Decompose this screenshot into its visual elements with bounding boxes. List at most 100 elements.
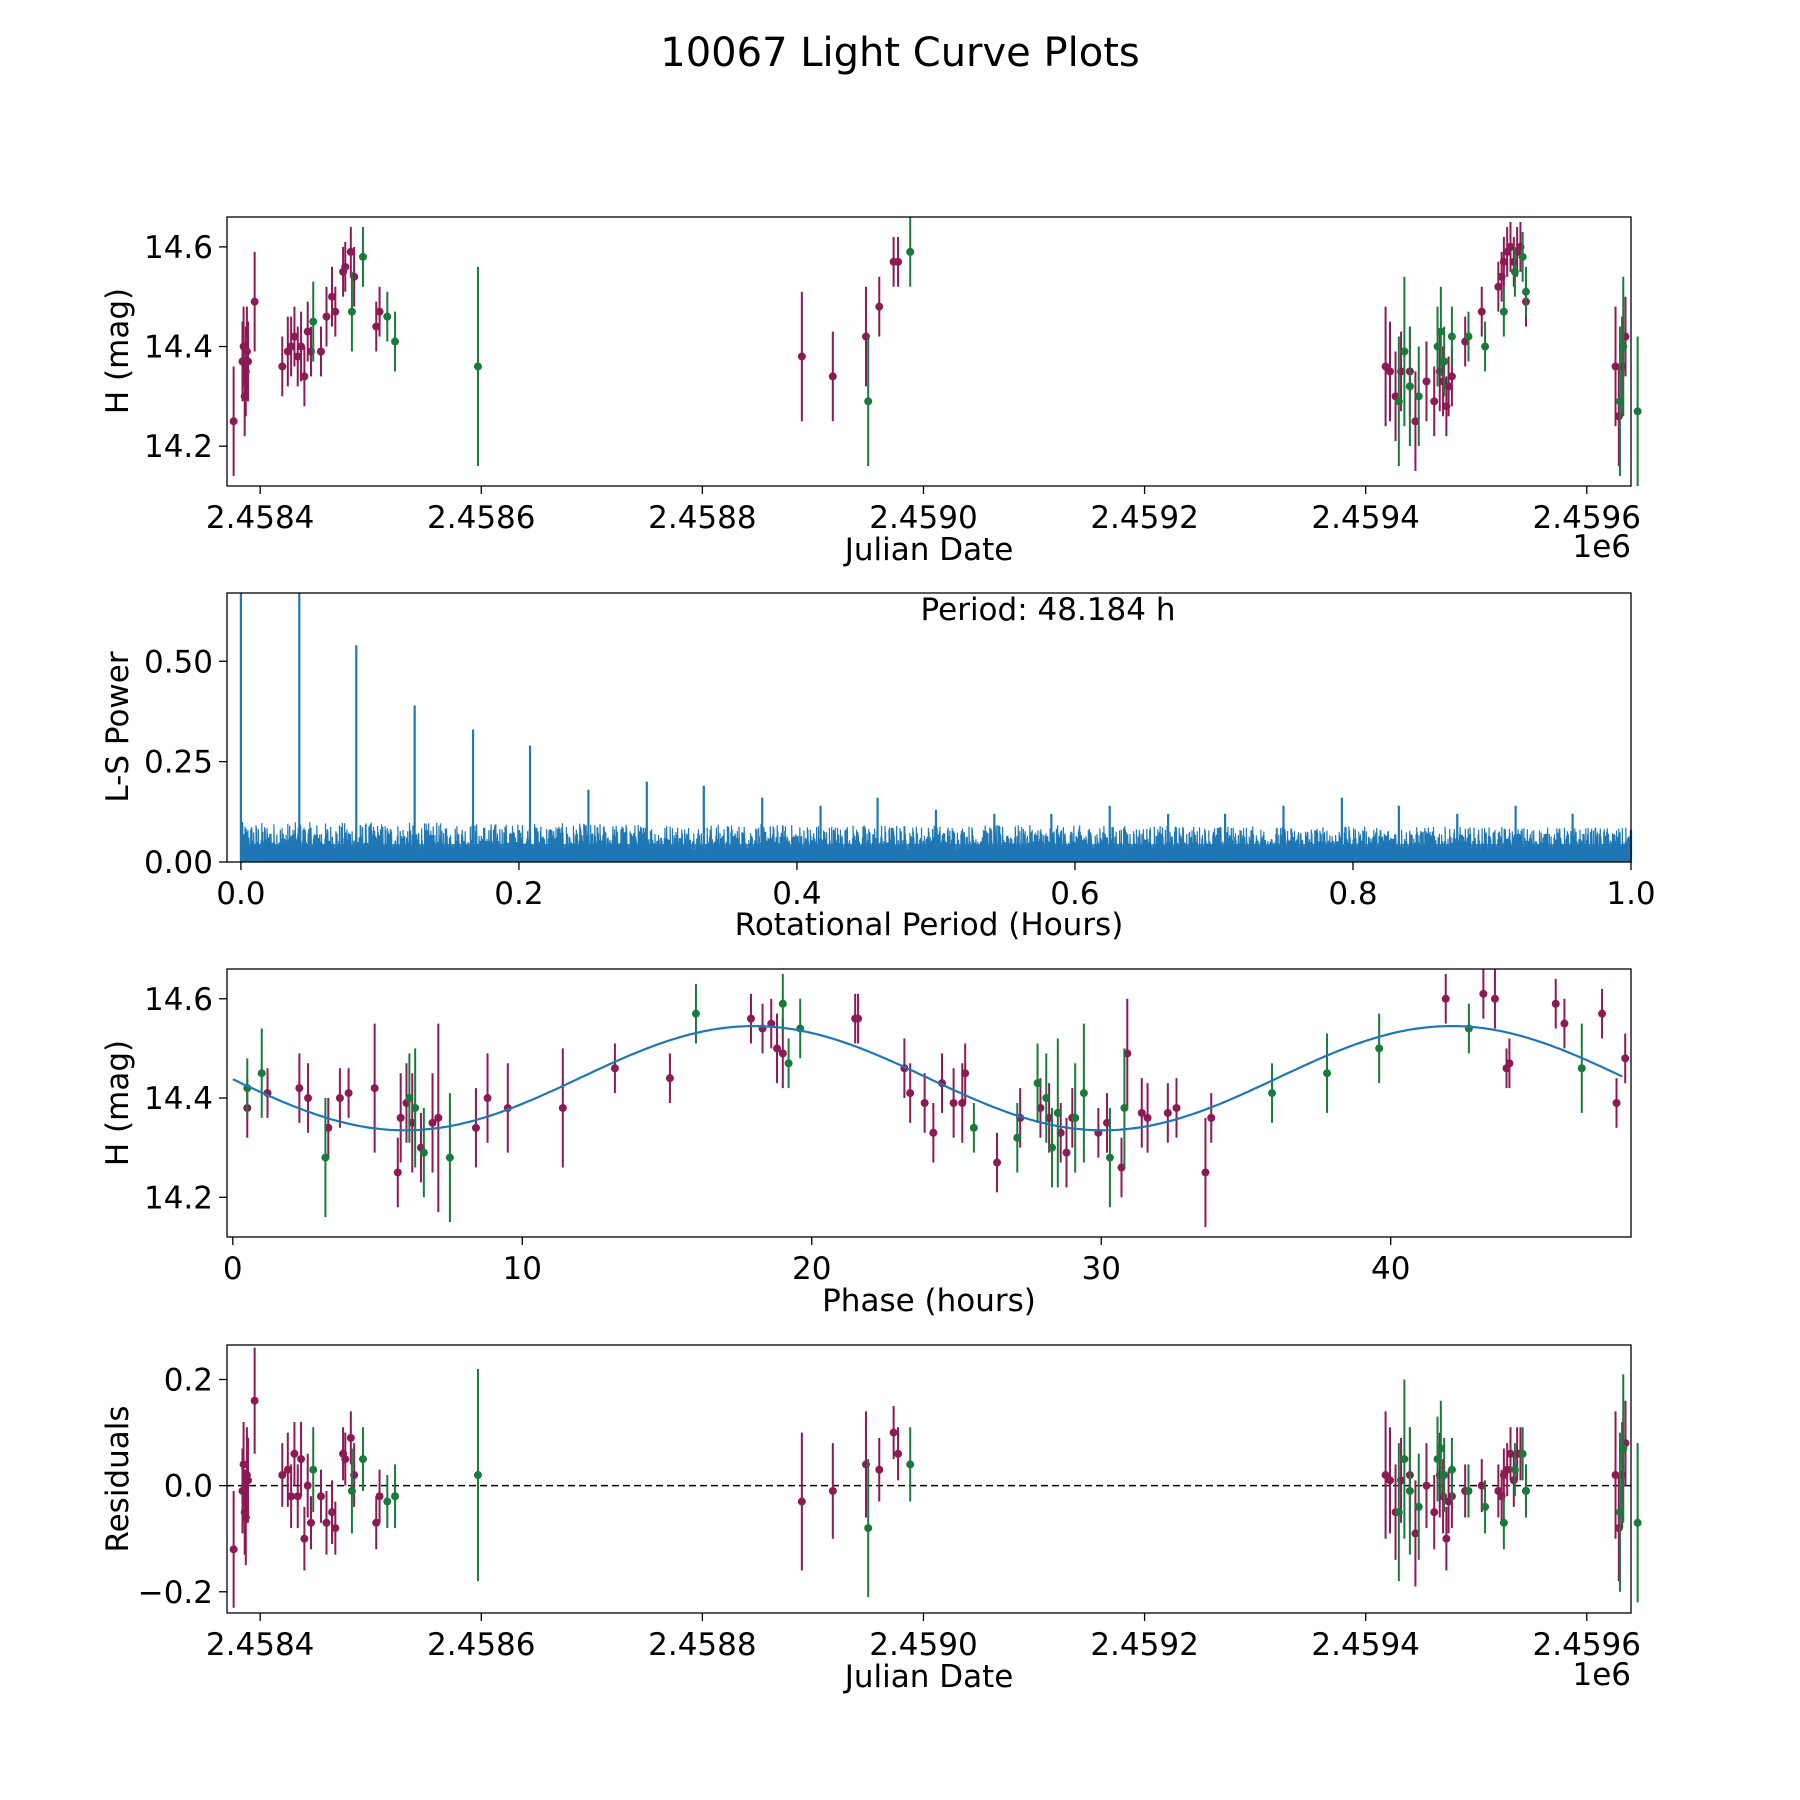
light-curve-point [1464,332,1473,341]
phased-point [1105,1153,1114,1162]
light-curve-point [1447,372,1456,381]
periodogram: 0.6 [1050,876,1099,912]
phased-point [1207,1113,1216,1122]
light-curve-point [1436,327,1445,336]
residual-point [1381,1471,1390,1480]
residual-point [1518,1449,1527,1458]
phased-point [471,1123,480,1132]
light-curve-frame [226,216,1632,487]
light-curve-point [290,332,299,341]
phased-point [1053,1108,1062,1117]
light-curve-point [1619,342,1628,351]
phased-point [920,1099,929,1107]
phased-point [370,1084,379,1093]
residual-point [375,1492,384,1501]
residual-point [239,1460,248,1469]
periodogram: 0.50 [144,644,213,680]
light-curve-point [1521,287,1530,296]
periodogram-frame [226,592,1632,863]
light-curve: 2.4586 [427,500,535,536]
residual-point [383,1497,392,1506]
phased-ticks: 0 10 20 30 40 14.2 14.4 14.6 [144,982,1410,1287]
phased-point [1071,1113,1080,1122]
light-curve-point [300,372,309,381]
phased-point [445,1153,454,1162]
phased-point [1079,1089,1088,1098]
light-curve-ticks: 2.4584 2.4586 2.4588 2.4590 2.4592 2.4594 2.45… [144,230,1641,536]
residual-point [244,1476,253,1485]
light-curve-point [1422,377,1431,386]
phased-point [1033,1079,1042,1088]
residuals-xlabel: Julian Date [843,1659,1014,1695]
panel-residuals: 2.4584 2.4586 2.4588 2.4590 2.4592 2.4594 2.45… [100,1344,1642,1695]
residual-point [1433,1455,1442,1464]
light-curve-point [1615,397,1624,406]
phased-point [949,1099,958,1107]
light-curve-point [797,352,806,361]
phased-point [784,1059,793,1068]
light-curve: 2.4588 [648,500,756,536]
light-curve-point [375,307,384,316]
residual-point [1414,1502,1423,1511]
figure-title: 10067 Light Curve Plots [660,30,1139,76]
phased: 0 [223,1251,243,1287]
phased-point [411,1103,420,1112]
phased-ylabel: H (mag) [100,1040,136,1166]
phased-point [335,1094,344,1103]
light-curve-point [1394,397,1403,406]
phased-point [405,1094,414,1103]
panel-periodogram: 0.0 0.2 0.4 0.6 0.8 1.0 0.00 0.25 0.50 Period: 4… [100,592,1656,943]
residual-point [358,1455,367,1464]
phased-point [961,1069,970,1078]
light-curve-point [293,352,302,361]
phased-point [610,1064,619,1073]
phased-point [1490,994,1499,1003]
residual-point [307,1518,316,1527]
light-curve-point [309,317,318,326]
residual-point [250,1396,259,1405]
residual-point [1464,1486,1473,1495]
light-curve-point [1411,417,1420,426]
residuals: −0.2 [138,1575,213,1611]
phased-point [1048,1143,1057,1152]
phased-point [1201,1168,1210,1177]
fit-curve [232,1025,1623,1132]
phased-point [434,1113,443,1122]
phased-point [393,1168,402,1177]
phased-point [1120,1103,1129,1112]
light-curve-point [341,262,350,271]
periodogram: 0.0 [216,876,265,912]
residual-point [303,1481,312,1490]
light-curve-point [322,312,331,321]
light-curve: 2.4594 [1311,500,1419,536]
light-curve-point [1499,257,1508,266]
residual-point [1499,1518,1508,1527]
panel-phased-light-curve: 0 10 20 30 40 14.2 14.4 14.6 Phase (hours) H (m… [100,968,1632,1319]
residual-point [1633,1518,1642,1527]
phased-point [295,1084,304,1093]
residual-point [1430,1508,1439,1517]
light-curve-point [894,257,903,266]
light-curve-point [1430,397,1439,406]
residuals: 0.2 [164,1362,213,1398]
light-curve-point [1506,242,1515,251]
phased-point [1268,1089,1277,1098]
periodogram-marks [239,593,1633,863]
residual-point [300,1534,309,1543]
light-curve-point [287,342,296,351]
light-curve-point [1510,267,1519,276]
phased-point [773,1044,782,1053]
light-curve-point [1494,282,1503,291]
light-curve-point [1433,342,1442,351]
residuals: 2.4594 [1311,1627,1419,1663]
residual-point [1405,1486,1414,1495]
phased: 14.6 [144,982,213,1018]
phased-point [428,1118,437,1127]
phased-point [396,1113,405,1122]
phased-point [1598,1009,1607,1018]
phased-point [746,1014,755,1023]
light-curve-point [1405,382,1414,391]
phased-point [1062,1148,1071,1157]
light-curve: 2.4590 [869,500,977,536]
